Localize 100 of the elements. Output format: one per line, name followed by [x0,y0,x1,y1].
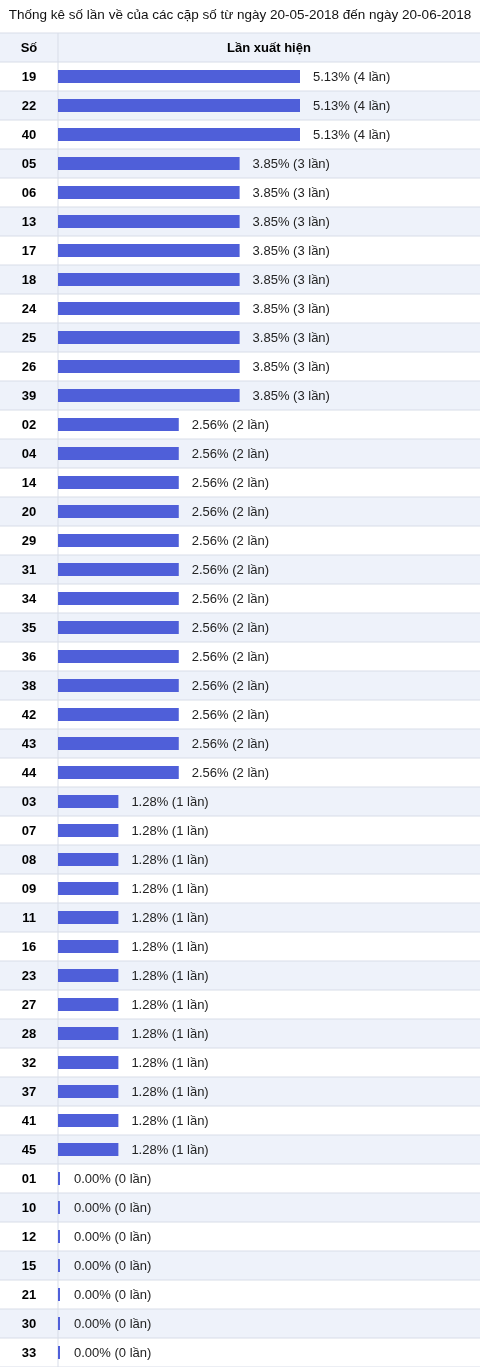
bar [58,244,240,257]
y-tick-label: 23 [21,968,37,983]
y-tick-label: 32 [21,1055,37,1070]
bar [58,302,240,315]
data-label: 2.56% (2 lần) [191,446,270,461]
bar [58,650,179,663]
data-label: 0.00% (0 lần) [74,1287,152,1302]
y-tick-label: 11 [22,910,36,925]
bar [58,824,119,837]
bar [58,1114,119,1127]
y-tick-label: 06 [21,185,37,200]
data-label: 2.56% (2 lần) [191,649,270,664]
y-tick-label: 27 [21,997,37,1012]
bar [58,273,240,286]
data-label: 2.56% (2 lần) [191,765,270,780]
data-label: 0.00% (0 lần) [74,1171,152,1186]
bar [58,853,119,866]
bar [58,99,300,112]
y-tick-label: 20 [21,504,37,519]
bar [58,563,179,576]
data-label: 1.28% (1 lần) [131,881,209,896]
data-label: 3.85% (3 lần) [252,359,330,374]
bar [58,621,179,634]
bar [58,940,119,953]
y-tick-label: 12 [21,1229,37,1244]
data-label: 3.85% (3 lần) [252,185,330,200]
bar [58,1143,119,1156]
y-tick-label: 29 [21,533,37,548]
data-label: 3.85% (3 lần) [252,272,330,287]
x-axis-title: Lần xuất hiện [227,40,311,55]
data-label: 2.56% (2 lần) [191,475,270,490]
bar [58,70,300,83]
y-tick-label: 10 [21,1200,37,1215]
data-label: 1.28% (1 lần) [131,852,209,867]
y-tick-label: 38 [21,678,37,693]
data-label: 2.56% (2 lần) [191,417,270,432]
y-tick-label: 34 [21,591,37,606]
y-axis-title: Số [20,40,38,55]
data-label: 2.56% (2 lần) [191,707,270,722]
data-label: 2.56% (2 lần) [191,533,270,548]
data-label: 1.28% (1 lần) [131,910,209,925]
bar [58,534,179,547]
y-tick-label: 26 [21,359,37,374]
y-tick-label: 36 [21,649,37,664]
data-label: 2.56% (2 lần) [191,678,270,693]
data-label: 0.00% (0 lần) [74,1200,152,1215]
bar [58,1027,119,1040]
bar [58,215,240,228]
data-label: 2.56% (2 lần) [191,562,270,577]
data-label: 0.00% (0 lần) [74,1229,152,1244]
bar [58,360,240,373]
bar [58,882,119,895]
y-tick-label: 03 [21,794,37,809]
y-tick-label: 17 [21,243,37,258]
bar [58,389,240,402]
bar [58,592,179,605]
y-tick-label: 30 [21,1316,37,1331]
y-tick-label: 33 [21,1345,37,1360]
bar [58,476,179,489]
y-tick-label: 08 [21,852,37,867]
y-tick-label: 37 [21,1084,37,1099]
chart-title: Thống kê số lần về của các cặp số từ ngày 20-05-2018 đến ngày 20-06-2018 [8,7,472,22]
y-tick-label: 44 [21,765,37,780]
data-label: 1.28% (1 lần) [131,1055,209,1070]
data-label: 3.85% (3 lần) [252,214,330,229]
bar [58,679,179,692]
data-label: 1.28% (1 lần) [131,1142,209,1157]
y-tick-label: 16 [21,939,37,954]
data-label: 1.28% (1 lần) [131,939,209,954]
bar [58,505,179,518]
data-label: 3.85% (3 lần) [252,388,330,403]
data-label: 3.85% (3 lần) [252,301,330,316]
data-label: 1.28% (1 lần) [131,1026,209,1041]
bar [58,1085,119,1098]
y-tick-label: 13 [21,214,37,229]
bar [58,128,300,141]
y-tick-label: 02 [21,417,37,432]
bar [58,157,240,170]
y-tick-label: 35 [21,620,37,635]
bar [58,737,179,750]
y-tick-label: 01 [21,1171,37,1186]
data-label: 1.28% (1 lần) [131,968,209,983]
bar [58,186,240,199]
y-tick-label: 04 [21,446,37,461]
y-tick-label: 40 [21,127,37,142]
data-label: 3.85% (3 lần) [252,330,330,345]
y-tick-label: 25 [21,330,37,345]
bar [58,331,240,344]
bar [58,766,179,779]
y-tick-label: 14 [21,475,37,490]
y-tick-label: 42 [21,707,37,722]
data-label: 5.13% (4 lần) [313,127,391,142]
y-tick-label: 07 [21,823,37,838]
data-label: 0.00% (0 lần) [74,1345,152,1360]
data-label: 2.56% (2 lần) [191,504,270,519]
data-label: 3.85% (3 lần) [252,243,330,258]
y-tick-label: 28 [21,1026,37,1041]
data-label: 1.28% (1 lần) [131,823,209,838]
y-tick-label: 09 [21,881,37,896]
data-label: 0.00% (0 lần) [74,1258,152,1273]
